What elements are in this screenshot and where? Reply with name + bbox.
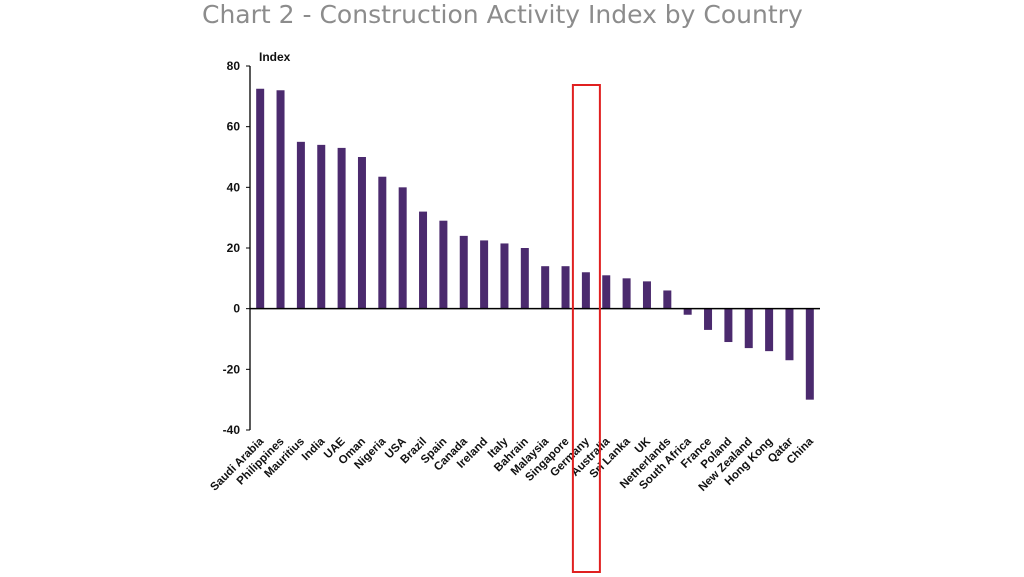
y-tick-label: 20 <box>227 241 241 255</box>
axes <box>249 66 820 430</box>
y-tick-label: 40 <box>227 180 241 194</box>
bar-saudi-arabia <box>256 88 265 309</box>
y-axis-label: Index <box>259 50 291 64</box>
bar-hong-kong <box>765 308 774 352</box>
bar-france <box>704 308 713 330</box>
y-tick-label: 0 <box>233 302 240 316</box>
bar-uk <box>642 281 651 309</box>
bar-brazil <box>419 211 428 309</box>
bar-new-zealand <box>744 308 753 349</box>
x-axis-labels: Saudi ArabiaPhilippinesMauritiusIndiaUAE… <box>208 435 816 494</box>
highlight-box <box>571 84 601 573</box>
y-tick-label: 60 <box>227 120 241 134</box>
bar-oman <box>357 157 366 309</box>
bar-germany <box>581 272 590 309</box>
bar-poland <box>724 308 733 343</box>
bar-canada <box>459 235 468 309</box>
chart-title: Chart 2 - Construction Activity Index by… <box>202 0 803 29</box>
y-tick-label: 80 <box>227 59 241 73</box>
bar-usa <box>398 187 407 309</box>
bar-uae <box>337 147 346 309</box>
bar-sri-lanka <box>622 278 631 309</box>
bar-mauritius <box>296 141 305 309</box>
bar-malaysia <box>541 266 550 309</box>
bar-italy <box>500 243 509 309</box>
bar-spain <box>439 220 448 309</box>
bar-bahrain <box>520 248 529 309</box>
bars <box>256 88 814 400</box>
y-tick-label: -40 <box>223 423 241 437</box>
bar-philippines <box>276 90 285 309</box>
bar-china <box>805 308 814 400</box>
y-axis-ticks: 80 60 40 20 0 -20 -40 <box>223 59 250 437</box>
bar-south-africa <box>683 308 692 315</box>
x-tick-label: India <box>300 435 328 463</box>
bar-qatar <box>785 308 794 361</box>
y-tick-label: -20 <box>223 362 241 376</box>
bar-singapore <box>561 266 570 309</box>
bar-australia <box>602 275 611 309</box>
bar-netherlands <box>663 290 672 309</box>
bar-nigeria <box>378 176 387 309</box>
bar-india <box>317 144 326 309</box>
highlight-overlay <box>571 84 601 573</box>
bar-ireland <box>480 240 489 309</box>
